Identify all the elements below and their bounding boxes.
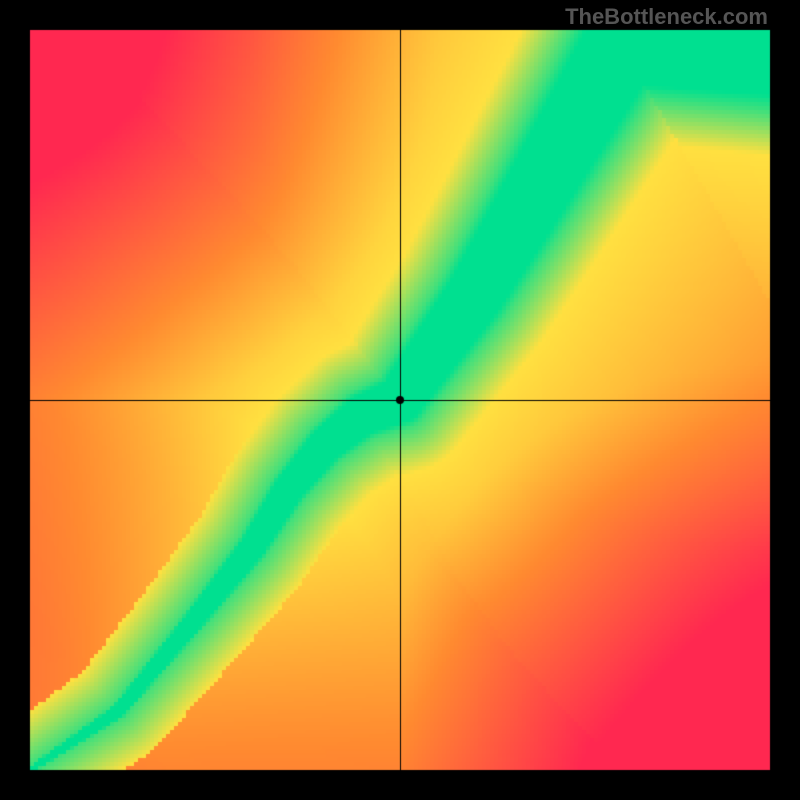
- watermark-text: TheBottleneck.com: [565, 4, 768, 30]
- chart-container: TheBottleneck.com: [0, 0, 800, 800]
- bottleneck-heatmap: [0, 0, 800, 800]
